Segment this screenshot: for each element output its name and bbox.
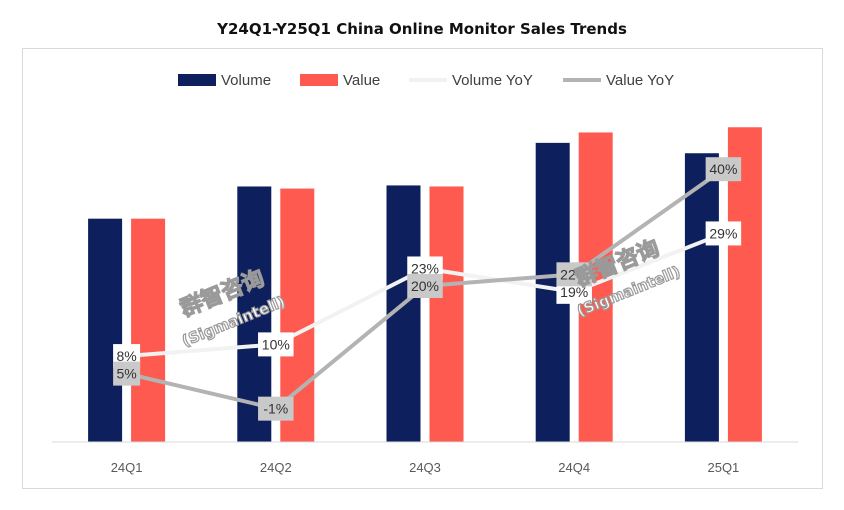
legend-swatch (300, 74, 338, 86)
chart-frame (22, 48, 823, 489)
data-label-volume-yoy: 19% (560, 284, 588, 300)
data-label-volume-yoy: 10% (262, 336, 290, 352)
data-label-value-yoy: 22% (560, 266, 588, 282)
data-label-box (407, 274, 443, 298)
bar-volume-24Q1 (88, 218, 123, 442)
bar-layer (88, 127, 762, 442)
line-layer: 8% 10% 23% 19% 29% 5% -1% 20% 22% 40% (113, 157, 742, 421)
data-label-value-yoy: 40% (709, 161, 737, 177)
x-tick-layer: 24Q1 24Q2 24Q3 24Q4 25Q1 (111, 460, 740, 475)
bar-value-24Q1 (131, 218, 166, 442)
x-tick-label: 24Q2 (260, 460, 292, 475)
data-label-value-yoy: 5% (116, 366, 136, 382)
data-label-box (556, 262, 592, 287)
data-label-volume-yoy: 29% (709, 225, 737, 241)
data-label-box (258, 396, 294, 421)
legend: Volume Value Volume YoY Value YoY (178, 72, 674, 89)
legend-label: Volume (221, 72, 271, 89)
legend-label: Value YoY (606, 72, 674, 89)
chart-title: Y24Q1-Y25Q1 China Online Monitor Sales T… (217, 20, 627, 38)
bar-value-24Q3 (429, 186, 464, 442)
x-tick-label: 24Q4 (558, 460, 590, 475)
x-tick-label: 25Q1 (707, 460, 739, 475)
legend-swatch (178, 74, 216, 86)
data-label-volume-yoy: 8% (116, 348, 136, 364)
data-label-value-yoy: -1% (263, 401, 288, 417)
x-tick-label: 24Q3 (409, 460, 441, 475)
x-tick-label: 24Q1 (111, 460, 143, 475)
data-label-volume-yoy: 23% (411, 260, 439, 276)
legend-label: Volume YoY (452, 72, 533, 89)
data-label-box (705, 157, 742, 182)
data-label-box (113, 361, 141, 386)
legend-label: Value (343, 72, 380, 89)
data-label-box (258, 332, 294, 357)
bar-volume-25Q1 (684, 153, 719, 442)
data-label-value-yoy: 20% (411, 278, 439, 294)
data-label-box (705, 221, 742, 246)
